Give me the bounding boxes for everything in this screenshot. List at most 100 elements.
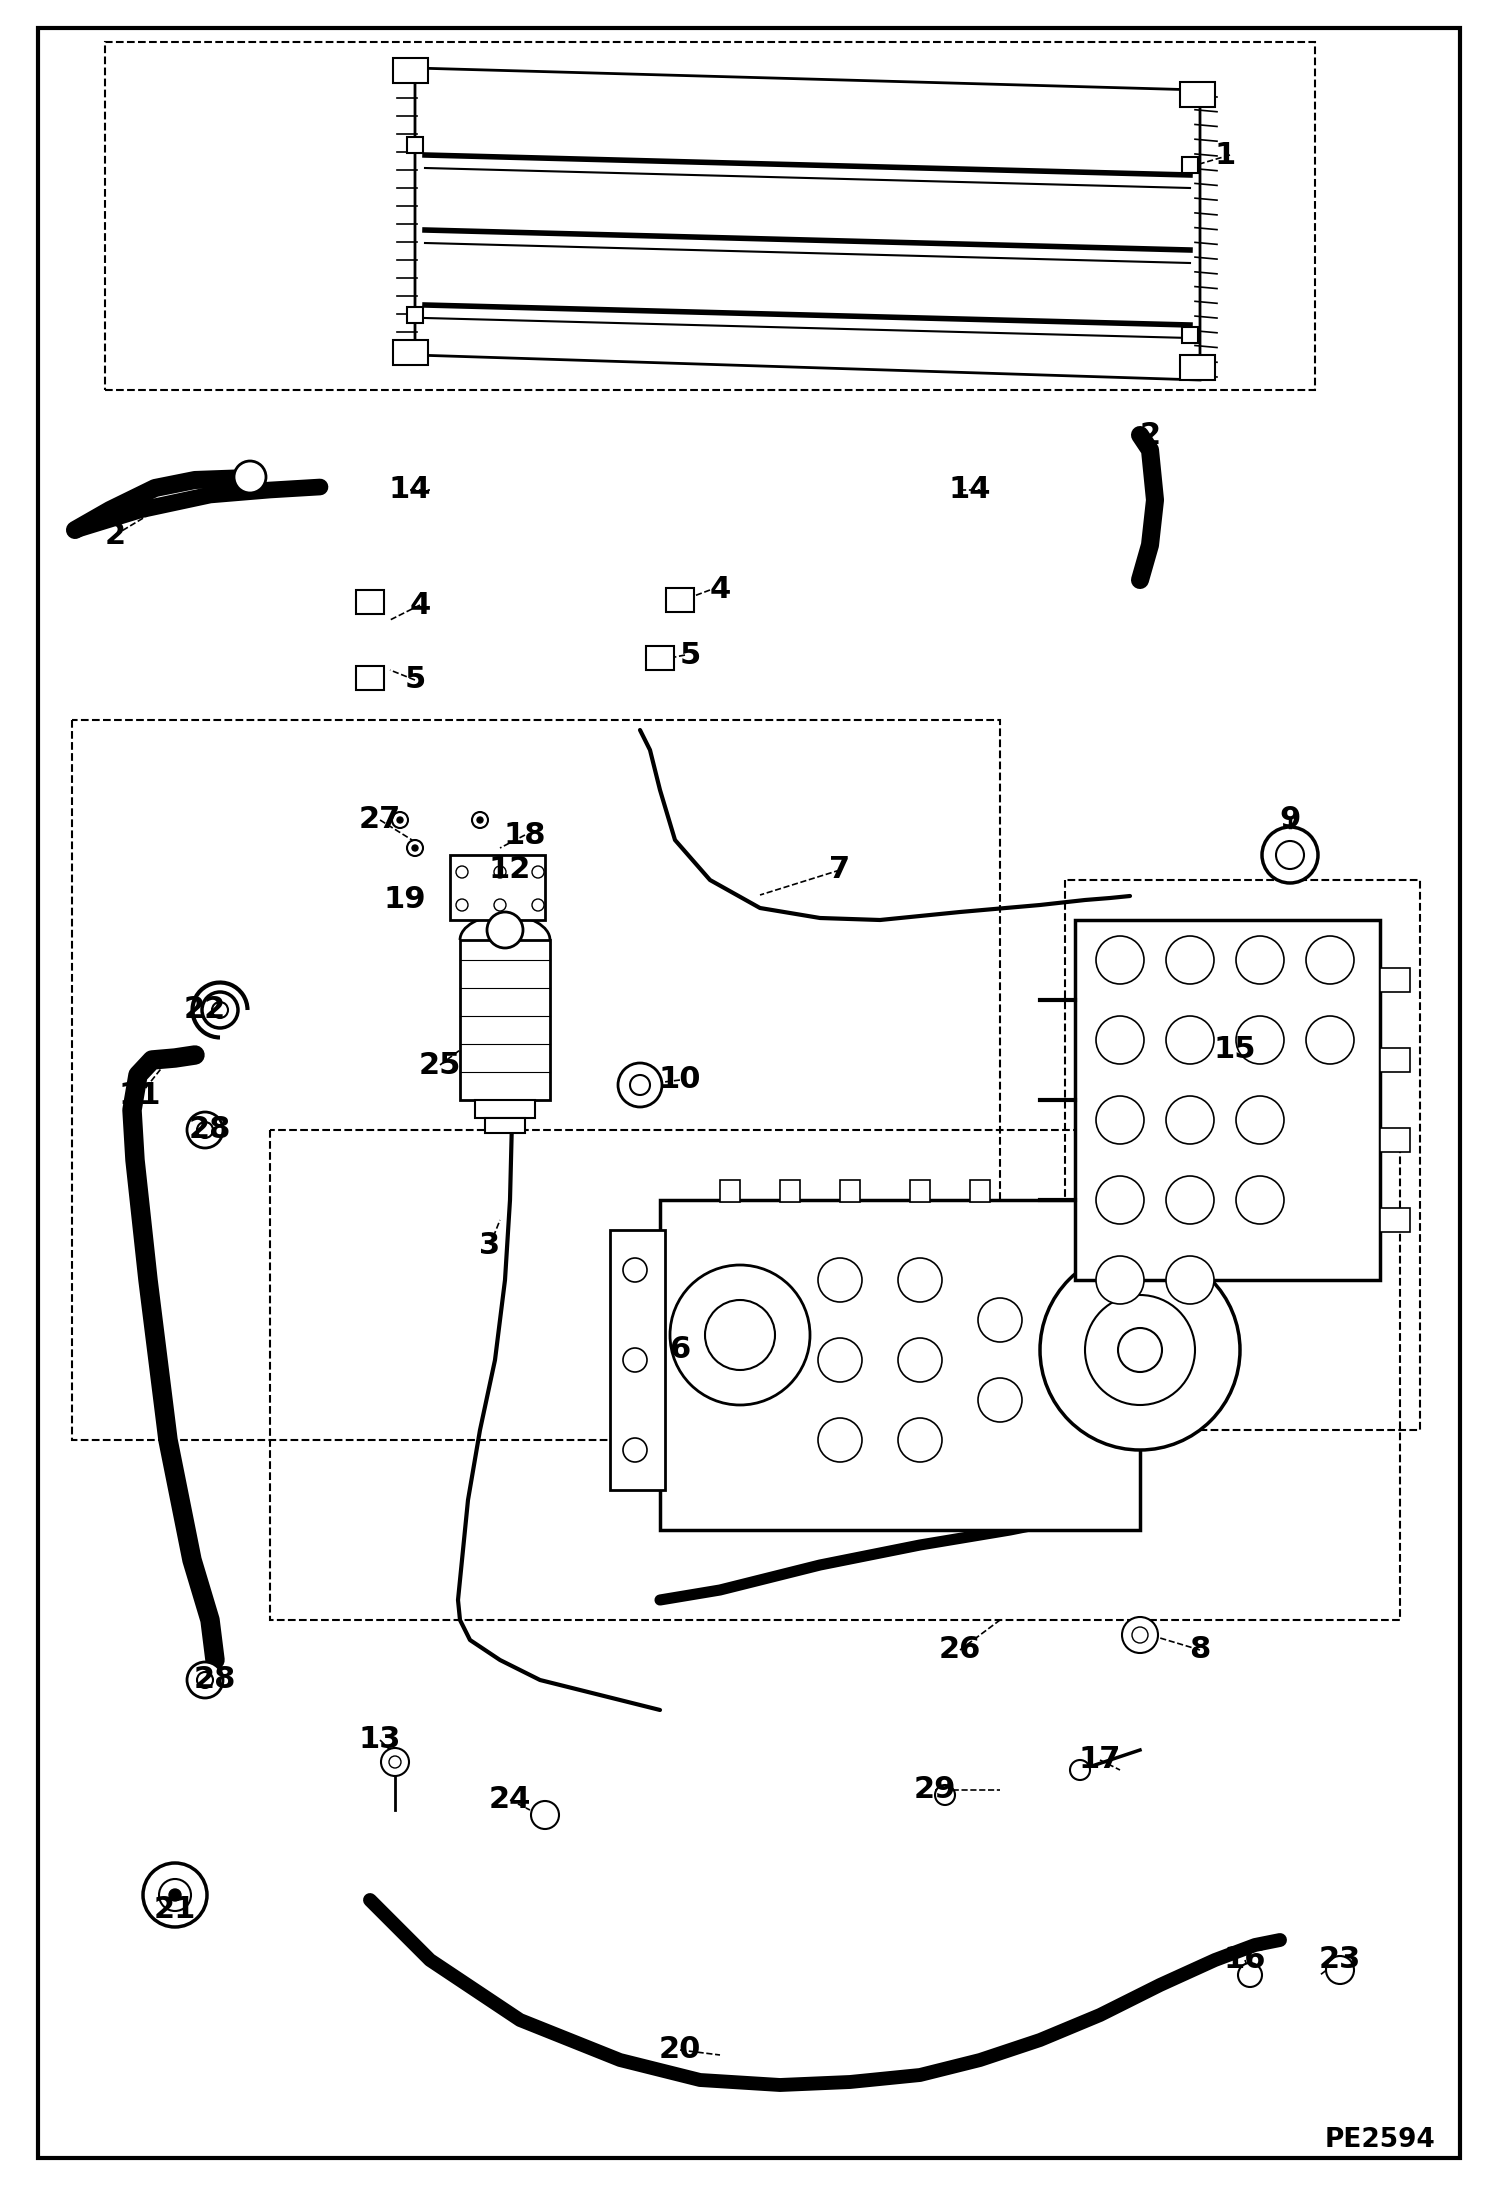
Bar: [1076, 919, 1380, 1279]
Bar: [721, 1180, 740, 1202]
Circle shape: [1236, 1016, 1284, 1064]
Circle shape: [213, 1003, 228, 1018]
Circle shape: [389, 1755, 401, 1768]
Text: 2: 2: [1140, 421, 1161, 450]
Circle shape: [530, 1801, 559, 1830]
Bar: [449, 856, 545, 919]
Text: 10: 10: [659, 1066, 701, 1095]
Circle shape: [392, 812, 407, 827]
Bar: [1380, 1049, 1410, 1073]
Circle shape: [159, 1878, 192, 1911]
Circle shape: [1237, 1964, 1261, 1988]
Text: 14: 14: [389, 476, 431, 505]
Circle shape: [935, 1786, 956, 1806]
Circle shape: [1165, 1176, 1213, 1224]
Circle shape: [1276, 840, 1303, 869]
Text: 14: 14: [948, 476, 992, 505]
Circle shape: [1122, 1617, 1158, 1652]
Bar: [1180, 81, 1215, 108]
Circle shape: [623, 1437, 647, 1461]
Circle shape: [234, 461, 267, 494]
Text: 29: 29: [914, 1775, 956, 1803]
Text: 9: 9: [1279, 805, 1300, 834]
Bar: [971, 1180, 990, 1202]
Text: 8: 8: [1189, 1635, 1210, 1665]
Text: 16: 16: [1224, 1946, 1266, 1975]
Circle shape: [187, 1112, 223, 1147]
Bar: [1380, 968, 1410, 992]
Circle shape: [532, 867, 544, 878]
Circle shape: [1326, 1957, 1354, 1983]
Bar: [667, 588, 694, 612]
Circle shape: [1097, 1097, 1144, 1143]
Bar: [909, 1180, 930, 1202]
Text: 28: 28: [189, 1115, 231, 1145]
Text: 2: 2: [105, 520, 126, 548]
Text: 23: 23: [1318, 1946, 1362, 1975]
Polygon shape: [415, 68, 1200, 380]
Text: 21: 21: [154, 1896, 196, 1924]
Circle shape: [494, 900, 506, 911]
Circle shape: [1236, 1097, 1284, 1143]
Circle shape: [142, 1863, 207, 1926]
Circle shape: [476, 816, 482, 823]
Bar: [1380, 1128, 1410, 1152]
Circle shape: [202, 992, 238, 1029]
Text: 25: 25: [419, 1051, 461, 1079]
Circle shape: [1097, 1176, 1144, 1224]
Bar: [475, 1099, 535, 1119]
Text: 15: 15: [1213, 1036, 1257, 1064]
Text: 5: 5: [680, 641, 701, 669]
Circle shape: [978, 1378, 1022, 1422]
Bar: [460, 939, 550, 1099]
Circle shape: [198, 1672, 213, 1687]
Text: 22: 22: [184, 996, 226, 1025]
Circle shape: [1236, 937, 1284, 983]
Circle shape: [1306, 937, 1354, 983]
Circle shape: [818, 1417, 861, 1461]
Circle shape: [494, 867, 506, 878]
Circle shape: [412, 845, 418, 851]
Text: 27: 27: [360, 805, 401, 834]
Text: 12: 12: [488, 856, 532, 884]
Bar: [661, 1200, 1140, 1529]
Circle shape: [487, 913, 523, 948]
Circle shape: [455, 867, 467, 878]
Bar: [392, 57, 428, 83]
Circle shape: [1070, 1760, 1091, 1779]
Text: 11: 11: [118, 1079, 162, 1110]
Circle shape: [1097, 937, 1144, 983]
Bar: [407, 136, 422, 154]
Bar: [357, 667, 383, 689]
Circle shape: [1132, 1628, 1147, 1643]
Text: 4: 4: [409, 590, 430, 619]
Circle shape: [198, 1121, 213, 1139]
Circle shape: [1040, 1251, 1240, 1450]
Text: 18: 18: [503, 821, 547, 849]
Circle shape: [1165, 1097, 1213, 1143]
Circle shape: [169, 1889, 181, 1900]
Circle shape: [706, 1301, 774, 1369]
Bar: [610, 1231, 665, 1490]
Circle shape: [472, 812, 488, 827]
Circle shape: [818, 1338, 861, 1382]
Circle shape: [1165, 1016, 1213, 1064]
Circle shape: [1236, 1176, 1284, 1224]
Circle shape: [897, 1257, 942, 1301]
Bar: [780, 1180, 800, 1202]
Circle shape: [1097, 1016, 1144, 1064]
Text: 3: 3: [479, 1231, 500, 1259]
Circle shape: [1118, 1327, 1162, 1371]
Circle shape: [978, 1299, 1022, 1343]
Circle shape: [623, 1347, 647, 1371]
Circle shape: [670, 1266, 810, 1404]
Bar: [485, 1119, 524, 1132]
Circle shape: [631, 1075, 650, 1095]
Circle shape: [1261, 827, 1318, 882]
Bar: [392, 340, 428, 364]
Text: 17: 17: [1079, 1746, 1121, 1775]
Bar: [1182, 158, 1198, 173]
Circle shape: [380, 1749, 409, 1775]
Text: 4: 4: [710, 575, 731, 606]
Text: 26: 26: [939, 1635, 981, 1665]
